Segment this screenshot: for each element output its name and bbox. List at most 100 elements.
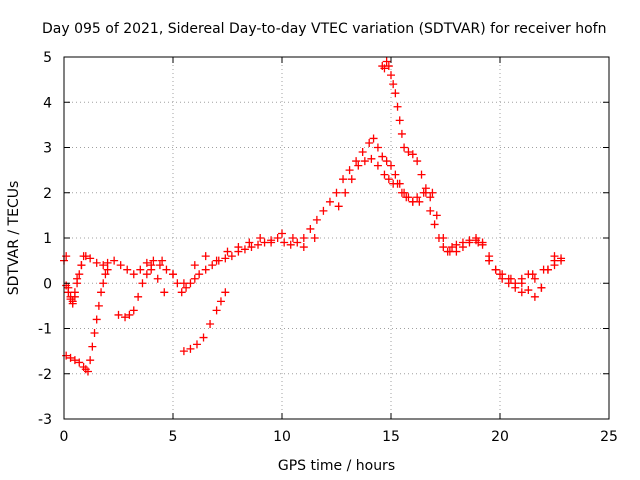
data-point xyxy=(395,116,404,125)
data-point xyxy=(149,256,158,265)
data-point xyxy=(142,270,151,279)
x-axis-ticks: 0 5 10 15 20 25 xyxy=(60,57,618,445)
data-point xyxy=(234,243,243,252)
data-point xyxy=(426,206,435,215)
x-tick-label: 0 xyxy=(60,429,69,445)
data-point xyxy=(511,283,520,292)
data-point xyxy=(273,234,282,242)
data-point xyxy=(206,319,215,328)
data-point xyxy=(121,313,130,322)
data-point xyxy=(458,238,467,247)
data-point xyxy=(421,184,430,193)
data-point xyxy=(216,297,225,306)
plot-points xyxy=(60,57,566,376)
data-point xyxy=(524,286,533,295)
data-point xyxy=(384,62,393,71)
data-point xyxy=(169,270,177,279)
data-point xyxy=(413,193,422,202)
data-point xyxy=(485,256,494,265)
y-tick-label: -2 xyxy=(38,367,52,383)
data-point xyxy=(288,234,297,242)
data-point xyxy=(125,310,134,319)
data-point xyxy=(227,252,236,261)
data-point xyxy=(478,240,487,249)
data-point xyxy=(123,265,132,274)
data-point xyxy=(452,240,461,249)
data-point xyxy=(358,148,367,157)
data-point xyxy=(83,367,92,376)
x-tick-label: 25 xyxy=(600,429,618,445)
data-point xyxy=(162,265,171,274)
data-point xyxy=(408,150,417,159)
data-point xyxy=(256,234,265,242)
data-point xyxy=(267,238,276,247)
data-point xyxy=(537,283,546,292)
data-point xyxy=(103,258,112,267)
data-point xyxy=(334,202,343,211)
data-point xyxy=(402,193,411,202)
data-point xyxy=(354,161,363,170)
data-point xyxy=(530,274,539,283)
x-tick-label: 10 xyxy=(273,429,291,445)
data-point xyxy=(208,261,217,270)
data-point xyxy=(142,258,151,267)
data-point xyxy=(339,175,348,184)
y-tick-label: 4 xyxy=(43,95,52,111)
data-point xyxy=(432,211,441,220)
data-point xyxy=(103,265,112,274)
y-axis-label: SDTVAR / TECUs xyxy=(6,181,22,296)
data-point xyxy=(373,143,382,152)
x-axis-label: GPS time / hours xyxy=(278,458,395,474)
data-point xyxy=(247,243,256,252)
data-point xyxy=(77,261,86,270)
data-point xyxy=(278,229,286,238)
data-point xyxy=(177,288,186,297)
data-point xyxy=(539,265,548,274)
data-point xyxy=(498,274,507,283)
data-point xyxy=(160,288,169,297)
data-point xyxy=(92,258,101,267)
data-point xyxy=(517,279,526,288)
data-point xyxy=(426,193,435,202)
y-tick-label: -3 xyxy=(38,412,52,428)
data-point xyxy=(474,238,483,247)
data-point xyxy=(557,254,566,263)
data-point xyxy=(86,356,95,365)
data-point xyxy=(347,175,356,184)
data-point xyxy=(254,240,263,249)
data-point xyxy=(90,329,99,338)
data-point xyxy=(88,342,97,351)
data-point xyxy=(415,197,424,206)
y-tick-label: 0 xyxy=(43,276,52,292)
data-point xyxy=(70,292,79,301)
data-point xyxy=(201,265,210,274)
data-point xyxy=(101,270,110,279)
data-point xyxy=(68,299,77,308)
data-point xyxy=(110,256,119,265)
data-point xyxy=(97,288,106,297)
data-point xyxy=(332,188,341,197)
data-point xyxy=(153,274,162,283)
data-point xyxy=(212,256,221,265)
data-point xyxy=(443,247,452,256)
data-point xyxy=(129,306,138,315)
data-point xyxy=(319,206,328,215)
data-point xyxy=(192,340,201,349)
data-point xyxy=(306,224,315,233)
data-point xyxy=(129,270,138,279)
data-point xyxy=(179,279,188,288)
data-point xyxy=(345,166,354,175)
data-point xyxy=(179,347,188,356)
data-point xyxy=(79,252,88,261)
data-point xyxy=(517,288,526,297)
data-point xyxy=(73,279,82,288)
data-point xyxy=(393,179,402,188)
data-point xyxy=(393,102,402,111)
data-point xyxy=(147,261,156,270)
data-point xyxy=(397,188,406,197)
data-point xyxy=(400,143,409,152)
data-point xyxy=(434,234,443,242)
data-point xyxy=(199,333,208,342)
data-point xyxy=(382,157,391,166)
y-tick-label: -1 xyxy=(38,322,52,338)
